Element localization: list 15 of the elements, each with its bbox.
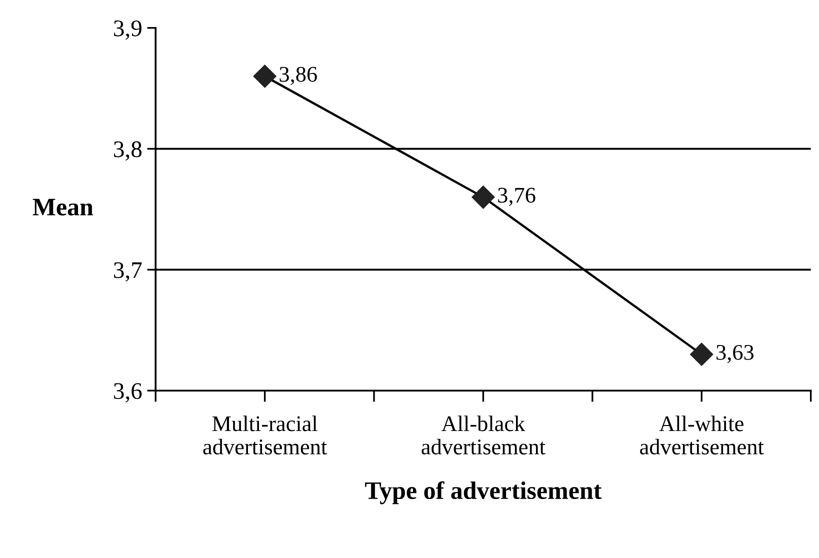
x-tick-label: All-black advertisement <box>422 416 546 454</box>
y-tick-label: 3,7 <box>114 262 142 282</box>
data-label: 3,86 <box>280 66 317 86</box>
point <box>690 342 714 366</box>
x-tick-label: All-white advertisement <box>640 416 764 454</box>
y-tick-label: 3,9 <box>114 20 142 40</box>
y-tick-label: 3,8 <box>114 141 142 161</box>
data-label: 3,76 <box>498 188 536 206</box>
point <box>253 64 276 88</box>
data-label: 3,63 <box>716 344 754 364</box>
x-tick-label: Multi-racial advertisement <box>203 416 327 454</box>
point <box>472 186 495 209</box>
y-axis-title: Mean <box>32 198 94 216</box>
y-tick-label: 3,6 <box>114 383 142 402</box>
x-axis-title: Type of advertisement <box>365 481 602 504</box>
